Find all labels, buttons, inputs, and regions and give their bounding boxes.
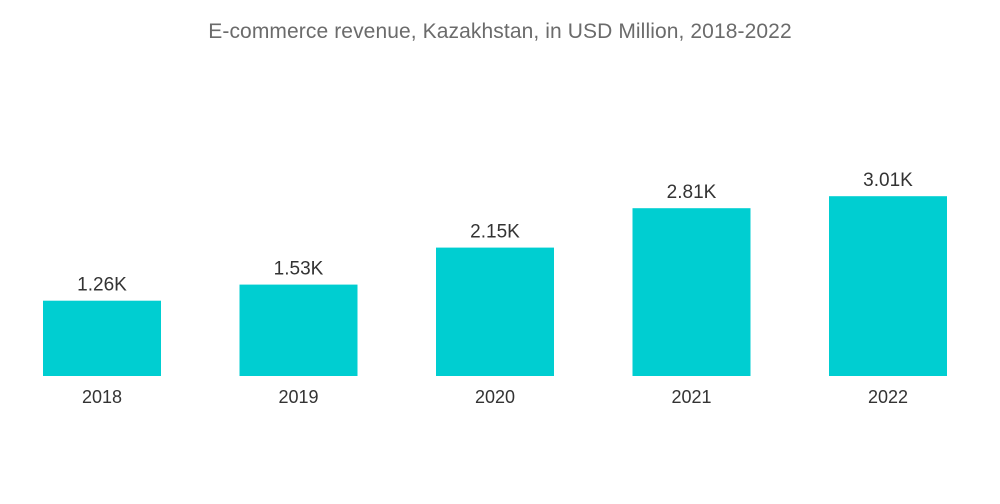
bar-2020 (436, 247, 554, 376)
data-label-2019: 1.53K (274, 259, 324, 280)
data-label-2021: 2.81K (667, 182, 717, 203)
bar-2021 (632, 208, 751, 376)
x-tick-label-2018: 2018 (82, 387, 122, 407)
x-tick-label-2019: 2019 (278, 387, 318, 407)
data-label-2020: 2.15K (470, 222, 520, 243)
bar-2019 (239, 284, 358, 376)
x-tick-label-2022: 2022 (868, 387, 908, 407)
x-tick-label-2020: 2020 (475, 387, 515, 407)
bars-group (43, 196, 947, 376)
chart-title: E-commerce revenue, Kazakhstan, in USD M… (208, 20, 792, 43)
data-label-2022: 3.01K (863, 170, 913, 191)
x-tick-labels-group: 2018 2019 2020 2021 2022 (82, 387, 908, 407)
data-label-2018: 1.26K (77, 275, 127, 296)
bar-2022 (829, 196, 947, 376)
value-labels-group: 1.26K 1.53K 2.15K 2.81K 3.01K (77, 170, 913, 296)
x-tick-label-2021: 2021 (671, 387, 711, 407)
bar-2018 (43, 300, 161, 376)
